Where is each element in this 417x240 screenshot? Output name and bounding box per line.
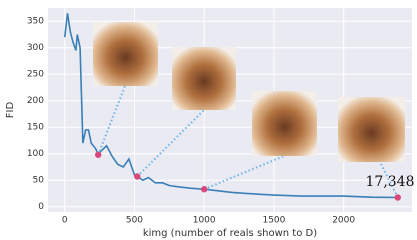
highlight-point (95, 152, 101, 158)
final-label: 17,348 (366, 174, 415, 190)
y-tick-label: 200 (27, 96, 44, 106)
sample-image (172, 47, 236, 110)
y-tick-label: 0 (38, 202, 44, 212)
highlight-point (201, 186, 207, 192)
sample-image (252, 91, 317, 156)
y-tick-label: 250 (27, 70, 44, 80)
x-axis-label: kimg (number of reals shown to D) (143, 228, 317, 239)
chart: 17,348 kimg (number of reals shown to D)… (0, 0, 417, 240)
y-tick-label: 300 (27, 43, 44, 53)
sample-image (93, 22, 158, 86)
y-tick-label: 100 (27, 149, 44, 159)
y-tick-label: 150 (27, 123, 44, 133)
y-axis-label: FID (5, 102, 16, 119)
x-tick-label: 0 (62, 216, 68, 226)
y-tick-label: 350 (27, 17, 44, 27)
highlight-point (395, 194, 401, 200)
sample-image (338, 97, 405, 162)
x-tick-label: 2000 (332, 216, 355, 226)
x-tick-label: 1000 (193, 216, 216, 226)
highlight-point (134, 173, 140, 179)
x-tick-label: 500 (126, 216, 143, 226)
y-tick-label: 50 (33, 176, 45, 186)
x-tick-label: 1500 (262, 216, 285, 226)
